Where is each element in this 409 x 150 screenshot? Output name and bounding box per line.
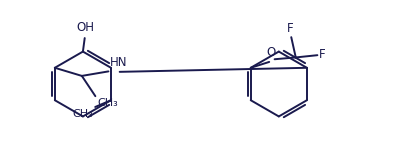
Text: CH₃: CH₃ — [97, 98, 118, 108]
Text: F: F — [287, 22, 294, 35]
Text: HN: HN — [110, 56, 127, 69]
Text: O: O — [266, 46, 276, 59]
Text: F: F — [319, 48, 326, 61]
Text: CH₃: CH₃ — [72, 109, 93, 119]
Text: OH: OH — [76, 21, 94, 34]
